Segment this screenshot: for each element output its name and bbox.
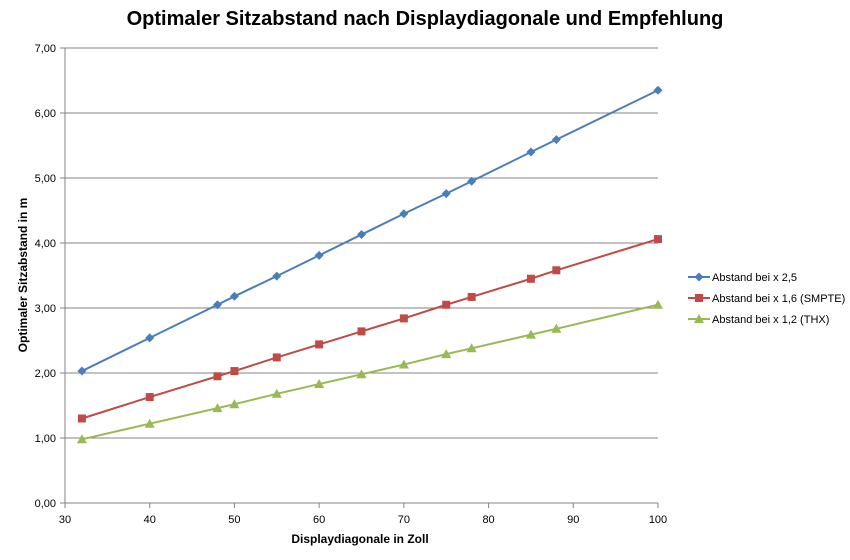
x-tick-label: 70 (398, 514, 410, 526)
legend-label: Abstand bei x 2,5 (712, 272, 797, 284)
x-axis-title: Displaydiagonale in Zoll (291, 532, 428, 546)
data-point (467, 292, 476, 301)
data-point (653, 299, 663, 309)
data-point (212, 403, 223, 413)
data-point (526, 274, 535, 283)
data-point (315, 340, 324, 349)
data-point (466, 343, 477, 353)
data-point (441, 349, 452, 359)
y-tick-label: 5,00 (35, 173, 56, 185)
data-point (357, 230, 366, 240)
data-point (551, 135, 561, 145)
data-point (526, 147, 536, 157)
y-tick-label: 2,00 (35, 368, 56, 380)
y-tick-label: 3,00 (35, 303, 56, 315)
data-point (272, 271, 282, 281)
y-tick-label: 1,00 (35, 433, 56, 445)
legend-marker (694, 272, 704, 282)
data-point (314, 250, 324, 260)
chart-title: Optimaler Sitzabstand nach Displaydiagon… (126, 8, 724, 30)
data-point (144, 418, 155, 428)
legend: Abstand bei x 2,5 Abstand bei x 1,6 (SMPT… (688, 272, 845, 326)
data-point (399, 314, 408, 323)
data-point (229, 399, 240, 409)
legend-label: Abstand bei x 1,6 (SMPTE) (712, 293, 845, 305)
x-tick-label: 90 (567, 514, 579, 526)
data-point (212, 300, 222, 310)
data-point (272, 353, 281, 362)
data-point (552, 266, 561, 275)
legend-entry: Abstand bei x 2,5 (688, 272, 797, 284)
data-point (525, 329, 536, 339)
series-line (81, 303, 659, 441)
data-point (229, 291, 239, 301)
series-3 (76, 299, 663, 444)
series-layer (76, 85, 663, 444)
data-point (145, 333, 155, 343)
data-point (356, 369, 367, 379)
legend-entry: Abstand bei x 1,2 (THX) (688, 314, 829, 326)
x-tick-label: 100 (649, 514, 667, 526)
x-tick-label: 30 (59, 514, 71, 526)
y-tick-label: 7,00 (35, 43, 56, 55)
y-axis-title: Optimaler Sitzabstand in m (16, 198, 30, 353)
data-point (551, 323, 562, 333)
data-point (467, 176, 477, 186)
legend-marker (694, 314, 704, 323)
data-point (213, 372, 222, 381)
data-point (230, 367, 239, 376)
series-2 (77, 235, 662, 423)
legend-entry: Abstand bei x 1,6 (SMPTE) (688, 293, 845, 305)
legend-marker (695, 294, 703, 302)
legend-label: Abstand bei x 1,2 (THX) (712, 314, 829, 326)
data-point (398, 359, 409, 369)
data-point (357, 327, 366, 336)
x-tick-label: 60 (313, 514, 325, 526)
data-point (271, 388, 282, 398)
gridlines (65, 47, 658, 439)
data-point (77, 414, 86, 423)
x-tick-label: 80 (482, 514, 494, 526)
series-1 (77, 85, 663, 376)
data-point (399, 209, 409, 219)
data-point (314, 379, 325, 389)
y-tick-label: 4,00 (35, 238, 56, 250)
data-point (76, 434, 87, 444)
data-point (145, 393, 154, 402)
y-tick-label: 0,00 (35, 498, 56, 510)
data-point (442, 300, 451, 309)
y-tick-label: 6,00 (35, 108, 56, 120)
data-point (77, 366, 87, 376)
data-point (653, 85, 663, 95)
x-tick-label: 40 (144, 514, 156, 526)
x-tick-label: 50 (228, 514, 240, 526)
data-point (654, 235, 662, 244)
data-point (441, 189, 451, 199)
axes: 0,00 1,00 2,00 3,00 4,00 5,00 6,00 7,00 30 40 50 60… (35, 43, 668, 526)
